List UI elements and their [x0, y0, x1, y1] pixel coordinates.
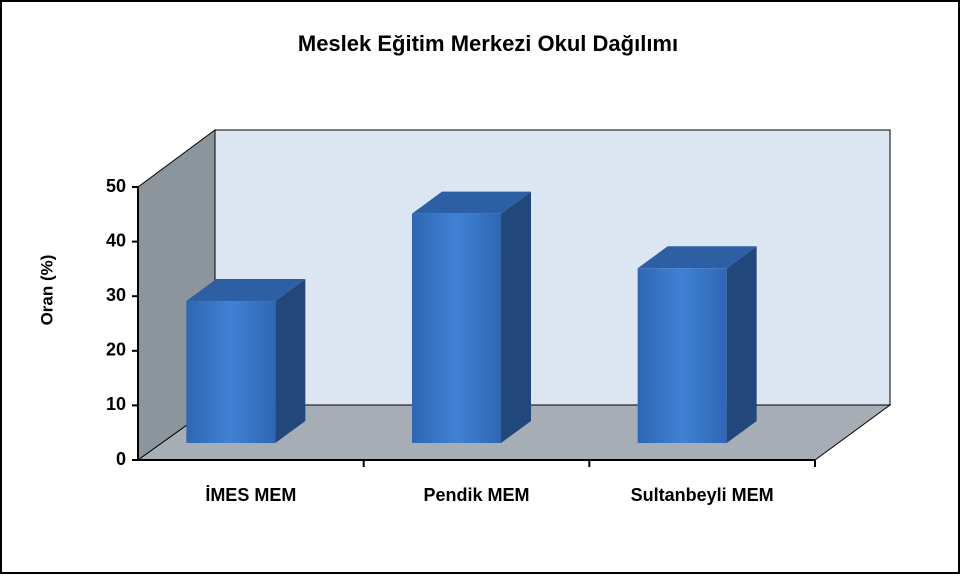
bar-face [726, 246, 757, 443]
bar-face [637, 246, 757, 269]
y-tick-label: 30 [106, 285, 126, 305]
bar-face [186, 301, 276, 443]
bar-face [501, 191, 531, 443]
x-tick-label: İMES MEM [205, 485, 296, 505]
back-wall [214, 129, 891, 406]
bar-face [412, 191, 531, 214]
chart-title: Meslek Eğitim Merkezi Okul Dağılımı [298, 31, 678, 56]
bar-face [412, 213, 501, 443]
bar-face [275, 279, 306, 443]
bar-face [186, 279, 306, 302]
bar [637, 246, 757, 443]
x-tick-label: Sultanbeyli MEM [631, 485, 774, 505]
x-tick-label: Pendik MEM [423, 485, 529, 505]
y-tick-label: 40 [106, 230, 126, 250]
y-axis-label: Oran (%) [37, 255, 56, 326]
bar [412, 191, 531, 443]
bar [186, 279, 306, 443]
bar-face [637, 268, 727, 443]
y-tick-label: 10 [106, 394, 126, 414]
y-tick-label: 50 [106, 176, 126, 196]
y-tick-label: 20 [106, 340, 126, 360]
y-tick-label: 0 [116, 449, 126, 469]
